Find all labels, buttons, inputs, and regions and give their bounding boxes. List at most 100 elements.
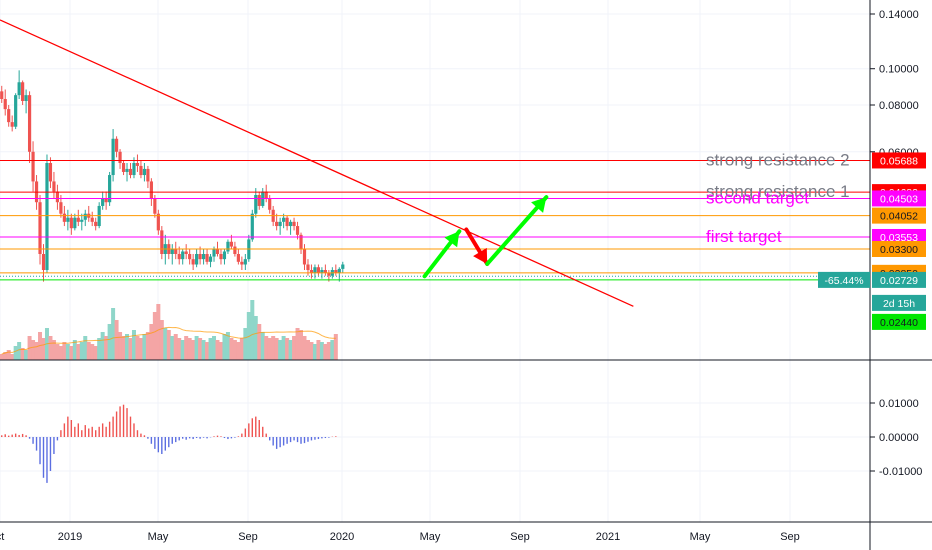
candle-body bbox=[188, 253, 192, 260]
level-price-tag: 0.05688 bbox=[880, 155, 918, 167]
candle-body bbox=[282, 217, 286, 222]
volume-bar bbox=[278, 340, 283, 360]
volume-bar bbox=[215, 340, 220, 360]
candle-body bbox=[334, 270, 338, 273]
price-tick-label: 0.10000 bbox=[879, 64, 919, 76]
candle-body bbox=[41, 253, 46, 271]
volume-bar bbox=[208, 338, 213, 360]
candle-body bbox=[31, 151, 35, 182]
volume-bar bbox=[51, 340, 56, 360]
osc-tick-label: -0.01000 bbox=[879, 466, 922, 478]
volume-bar bbox=[6, 350, 11, 360]
level-price-tag: 0.04503 bbox=[880, 193, 918, 205]
candle-body bbox=[177, 253, 181, 260]
candle-body bbox=[250, 213, 254, 240]
candle-body bbox=[160, 230, 164, 254]
extra-price-tag: 0.02440 bbox=[880, 317, 918, 329]
countdown-tag: 2d 15h bbox=[883, 298, 915, 310]
candle-body bbox=[323, 270, 327, 273]
volume-bar bbox=[65, 344, 70, 360]
level-price-tag: 0.04052 bbox=[880, 211, 918, 223]
volume-bar bbox=[285, 338, 290, 360]
volume-bar bbox=[243, 328, 248, 360]
candle-body bbox=[337, 268, 341, 273]
candle-body bbox=[21, 82, 25, 101]
descending-trendline bbox=[0, 19, 634, 307]
candle-body bbox=[38, 202, 42, 254]
oscillator-pane bbox=[1, 404, 337, 483]
candle-body bbox=[240, 261, 244, 265]
volume-bar bbox=[128, 338, 133, 360]
extra-price-tag-bg bbox=[872, 313, 926, 330]
volume-bar bbox=[222, 334, 227, 360]
volume-bar bbox=[319, 342, 324, 360]
candle-body bbox=[302, 248, 307, 265]
candle-body bbox=[295, 226, 300, 235]
volume-bar bbox=[24, 350, 29, 360]
volume-bar bbox=[163, 328, 168, 360]
volume-bar bbox=[86, 342, 91, 360]
level-annotation: second target bbox=[706, 188, 809, 207]
volume-bar bbox=[125, 334, 130, 360]
volume-bar bbox=[142, 334, 147, 360]
candle-body bbox=[132, 162, 136, 176]
volume-bar bbox=[260, 332, 265, 360]
candle-body bbox=[73, 217, 77, 229]
volume-bar bbox=[34, 342, 39, 360]
candle-body bbox=[174, 248, 178, 254]
candle-body bbox=[142, 168, 147, 176]
volume-bar bbox=[114, 320, 119, 360]
candle-body bbox=[114, 138, 119, 152]
volume-bar bbox=[145, 332, 150, 360]
volume-bar bbox=[55, 344, 60, 360]
time-tick-label: 2019 bbox=[58, 531, 82, 543]
time-tick-label: Sep bbox=[238, 531, 258, 543]
volume-bar bbox=[271, 336, 276, 360]
candle-body bbox=[306, 264, 310, 271]
candlestick-series bbox=[0, 70, 345, 282]
volume-bar bbox=[198, 338, 203, 360]
volume-bar bbox=[288, 340, 293, 360]
volume-bar bbox=[138, 338, 143, 360]
candle-body bbox=[341, 264, 345, 269]
price-tags: 0.056880.046820.045030.040520.035530.033… bbox=[818, 152, 926, 330]
candle-body bbox=[108, 175, 112, 203]
volume-bar bbox=[107, 324, 112, 360]
candle-body bbox=[45, 162, 49, 271]
candle-body bbox=[111, 138, 115, 176]
volume-bar bbox=[131, 330, 136, 360]
candle-body bbox=[184, 251, 188, 254]
candle-body bbox=[24, 95, 28, 101]
candle-body bbox=[215, 248, 220, 254]
level-price-tag-bg bbox=[872, 207, 926, 224]
volume-bar bbox=[118, 332, 123, 360]
candle-body bbox=[309, 270, 314, 273]
arrow-head bbox=[444, 231, 460, 248]
volume-bar bbox=[10, 354, 15, 360]
candle-body bbox=[90, 217, 94, 222]
trendline-group bbox=[0, 19, 634, 307]
volume-bar bbox=[326, 342, 331, 360]
candle-body bbox=[233, 246, 237, 254]
volume-bar bbox=[257, 324, 262, 360]
candle-body bbox=[55, 191, 60, 203]
level-price-tag-bg bbox=[872, 271, 926, 288]
candle-body bbox=[275, 221, 279, 227]
volume-bar bbox=[72, 340, 77, 360]
osc-tick-label: 0.01000 bbox=[879, 398, 919, 410]
candle-body bbox=[139, 165, 143, 176]
level-price-tag-bg bbox=[872, 152, 926, 169]
volume-bar bbox=[299, 330, 304, 360]
candle-body bbox=[135, 162, 140, 166]
volume-bar bbox=[305, 340, 310, 360]
level-annotation: strong resistance 2 bbox=[706, 150, 850, 169]
level-price-tag: 0.02729 bbox=[880, 275, 918, 287]
volume-bar bbox=[58, 346, 63, 360]
volume-bar bbox=[121, 336, 126, 360]
volume-bar bbox=[69, 346, 74, 360]
level-price-tag-bg bbox=[872, 240, 926, 257]
volume-bar bbox=[267, 338, 272, 360]
candle-body bbox=[17, 82, 21, 96]
volume-bar bbox=[166, 330, 171, 360]
